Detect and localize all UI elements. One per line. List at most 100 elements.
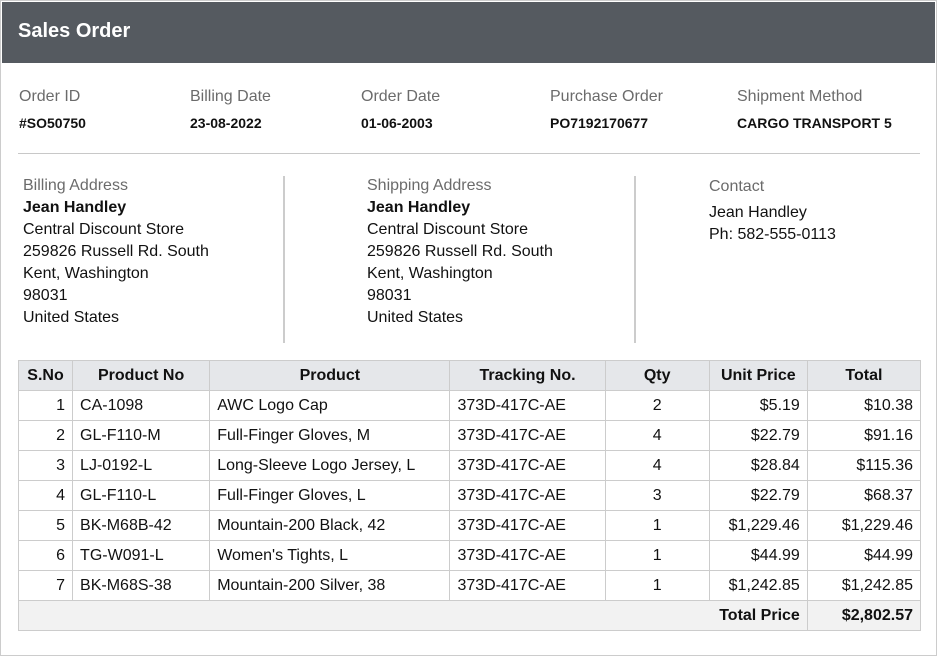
table-cell: 373D-417C-AE xyxy=(449,390,606,421)
table-cell: Mountain-200 Black, 42 xyxy=(209,510,451,541)
divider xyxy=(634,176,636,343)
address-line: United States xyxy=(367,309,464,326)
table-cell: 373D-417C-AE xyxy=(449,480,606,511)
address-line: 98031 xyxy=(367,287,412,304)
total-value: $2,802.57 xyxy=(806,600,922,631)
column-header: Qty xyxy=(604,360,710,391)
table-cell: $5.19 xyxy=(708,390,808,421)
table-cell: 7 xyxy=(17,570,74,601)
table-cell: CA-1098 xyxy=(72,390,211,421)
column-header: Total xyxy=(806,360,922,391)
address-line: Kent, Washington xyxy=(367,265,493,282)
table-row: 7 BK-M68S-38 Mountain-200 Silver, 38 373D-4… xyxy=(17,570,922,601)
table-cell: $115.36 xyxy=(806,450,922,481)
table-cell: BK-M68S-38 xyxy=(72,570,211,601)
table-cell: $28.84 xyxy=(708,450,808,481)
table-cell: TG-W091-L xyxy=(72,540,211,571)
table-cell: 373D-417C-AE xyxy=(449,510,606,541)
address-line: 98031 xyxy=(23,287,68,304)
table-row: 6 TG-W091-L Women's Tights, L 373D-417C-AE 1… xyxy=(17,540,922,571)
table-cell: 373D-417C-AE xyxy=(449,420,606,451)
table-cell: 4 xyxy=(604,450,710,481)
info-label: Purchase Order xyxy=(550,88,663,105)
address-line: Ph: 582-555-0113 xyxy=(709,226,836,243)
table-row: 5 BK-M68B-42 Mountain-200 Black, 42 373D-41… xyxy=(17,510,922,541)
table-cell: 3 xyxy=(17,450,74,481)
info-label: Order Date xyxy=(361,88,441,105)
table-cell: $22.79 xyxy=(708,420,808,451)
info-value: #SO50750 xyxy=(19,115,86,131)
address-block: Shipping Address Jean Handley Central Disc… xyxy=(367,175,553,329)
column-header: S.No xyxy=(17,360,74,391)
divider xyxy=(283,176,285,343)
address-heading: Billing Address xyxy=(23,177,128,194)
title: Sales Order xyxy=(18,20,131,42)
table-cell: $22.79 xyxy=(708,480,808,511)
info-value: 23-08-2022 xyxy=(190,115,262,131)
table-cell: 373D-417C-AE xyxy=(449,450,606,481)
address-name: Jean Handley xyxy=(23,199,127,216)
table-cell: $1,242.85 xyxy=(708,570,808,601)
address-name: Jean Handley xyxy=(367,199,471,216)
table-cell: Mountain-200 Silver, 38 xyxy=(209,570,451,601)
address-line: 259826 Russell Rd. South xyxy=(367,243,553,260)
total-row: Total Price $2,802.57 xyxy=(18,600,922,631)
table-row: 4 GL-F110-L Full-Finger Gloves, L 373D-417C… xyxy=(17,480,922,511)
info-label: Shipment Method xyxy=(737,88,863,105)
table-cell: 4 xyxy=(17,480,74,511)
table-cell: 1 xyxy=(604,540,710,571)
table-cell: 5 xyxy=(17,510,74,541)
table-row: 3 LJ-0192-L Long-Sleeve Logo Jersey, L 373D… xyxy=(17,450,922,481)
table-cell: 6 xyxy=(17,540,74,571)
column-header: Product xyxy=(209,360,451,391)
table-cell: BK-M68B-42 xyxy=(72,510,211,541)
table-cell: $10.38 xyxy=(806,390,922,421)
table-cell: 1 xyxy=(17,390,74,421)
table-cell: GL-F110-L xyxy=(72,480,211,511)
info-label: Billing Date xyxy=(190,88,271,105)
address-line: Jean Handley xyxy=(709,204,807,221)
table-cell: $1,242.85 xyxy=(806,570,922,601)
table-cell: 4 xyxy=(604,420,710,451)
table-row: 1 CA-1098 AWC Logo Cap 373D-417C-AE 2 $5.19 $1… xyxy=(17,390,922,421)
address-heading: Contact xyxy=(709,178,765,195)
address-line: 259826 Russell Rd. South xyxy=(23,243,209,260)
table-cell: $1,229.46 xyxy=(806,510,922,541)
info-value: PO7192170677 xyxy=(550,115,649,131)
address-line: United States xyxy=(23,309,120,326)
info-value: 01-06-2003 xyxy=(361,115,433,131)
table-cell: 373D-417C-AE xyxy=(449,570,606,601)
table-cell: 1 xyxy=(604,510,710,541)
address-heading: Shipping Address xyxy=(367,177,492,194)
table-cell: Full-Finger Gloves, L xyxy=(209,480,451,511)
table-cell: 2 xyxy=(17,420,74,451)
table-cell: GL-F110-M xyxy=(72,420,211,451)
column-header: Product No xyxy=(72,360,211,391)
table-cell: 2 xyxy=(604,390,710,421)
table-cell: $1,229.46 xyxy=(708,510,808,541)
header-row: S.No Product No Product Tracking No. Qty Unit… xyxy=(17,360,922,391)
table-cell: Long-Sleeve Logo Jersey, L xyxy=(209,450,451,481)
table-cell: $68.37 xyxy=(806,480,922,511)
table-cell: 373D-417C-AE xyxy=(449,540,606,571)
table-row: 2 GL-F110-M Full-Finger Gloves, M 373D-417C… xyxy=(17,420,922,451)
table-cell: $44.99 xyxy=(806,540,922,571)
info-label: Order ID xyxy=(19,88,81,105)
header-bar: Sales Order xyxy=(2,2,935,63)
address-line: Central Discount Store xyxy=(23,221,184,238)
column-header: Unit Price xyxy=(708,360,808,391)
address-block: Contact Jean Handley Ph: 582-555-0113 xyxy=(709,176,836,246)
table-cell: Women's Tights, L xyxy=(209,540,451,571)
table-cell: LJ-0192-L xyxy=(72,450,211,481)
address-line: Central Discount Store xyxy=(367,221,528,238)
table-cell: AWC Logo Cap xyxy=(209,390,451,421)
table-cell: Full-Finger Gloves, M xyxy=(209,420,451,451)
order-table: S.No Product No Product Tracking No. Qty Unit… xyxy=(17,360,922,631)
table-cell: 3 xyxy=(604,480,710,511)
column-header: Tracking No. xyxy=(449,360,606,391)
divider xyxy=(18,153,920,154)
table-cell: 1 xyxy=(604,570,710,601)
address-block: Billing Address Jean Handley Central Disco… xyxy=(23,175,209,329)
total-label: Total Price xyxy=(18,600,808,631)
